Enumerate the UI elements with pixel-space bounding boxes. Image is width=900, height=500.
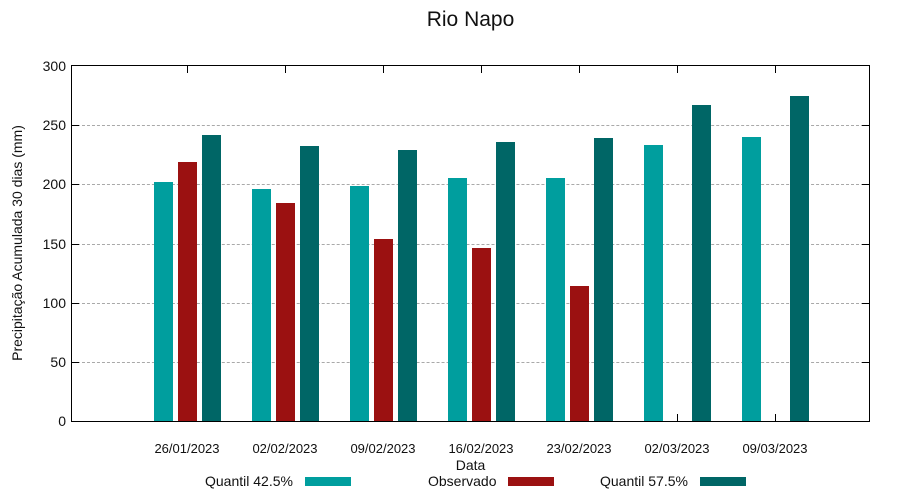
legend-item-quantil-57-5: Quantil 57.5% (600, 472, 746, 490)
y-tick-left-200 (72, 184, 79, 186)
y-tick-label-200: 200 (42, 176, 66, 193)
bar-quantil-42-5--2 (349, 185, 369, 421)
x-tick-top-2 (383, 66, 384, 73)
bar-quantil-42-5--5 (643, 145, 663, 421)
x-tick-label-5: 02/03/2023 (644, 441, 710, 456)
bar-quantil-57-5--4 (593, 138, 613, 421)
y-tick-label-100: 100 (42, 294, 66, 311)
bar-observado-1 (275, 203, 295, 421)
bar-quantil-57-5--3 (495, 141, 515, 421)
x-tick-top-0 (187, 66, 188, 73)
legend-label-observado: Observado (428, 473, 497, 489)
y-tick-left-150 (72, 243, 79, 245)
bar-quantil-42-5--0 (153, 181, 173, 421)
x-axis-label: Data (455, 457, 486, 473)
gridline-150 (72, 243, 869, 245)
x-tick-top-6 (775, 66, 776, 73)
gridline-50 (72, 361, 869, 363)
bar-quantil-57-5--2 (397, 150, 417, 421)
y-tick-right-100 (862, 302, 869, 304)
gridline-200 (72, 184, 869, 186)
bar-observado-3 (471, 248, 491, 421)
y-tick-right-50 (862, 361, 869, 363)
bar-quantil-42-5--4 (545, 178, 565, 421)
y-tick-left-250 (72, 125, 79, 127)
x-tick-label-6: 09/03/2023 (742, 441, 808, 456)
y-tick-left-100 (72, 302, 79, 304)
legend-label-quantil-42-5: Quantil 42.5% (205, 473, 293, 489)
legend-swatch-observado (508, 476, 555, 486)
y-tick-right-150 (862, 243, 869, 245)
bar-observado-4 (569, 286, 589, 421)
y-tick-label-50: 50 (50, 353, 66, 370)
y-tick-label-0: 0 (58, 413, 66, 429)
x-tick-top-5 (677, 66, 678, 73)
bar-observado-2 (373, 238, 393, 421)
bar-quantil-57-5--1 (299, 146, 319, 421)
bar-quantil-42-5--6 (741, 137, 761, 421)
x-tick-label-3: 16/02/2023 (448, 441, 514, 456)
y-tick-label-250: 250 (42, 117, 66, 134)
y-tick-right-250 (862, 125, 869, 127)
bar-quantil-42-5--1 (251, 189, 271, 421)
legend-item-quantil-42-5: Quantil 42.5% (205, 472, 351, 490)
y-tick-label-300: 300 (42, 58, 66, 74)
gridline-250 (72, 125, 869, 127)
y-tick-right-200 (862, 184, 869, 186)
x-tick-label-4: 23/02/2023 (546, 441, 612, 456)
legend-swatch-quantil-42-5 (304, 476, 351, 486)
x-tick-top-4 (579, 66, 580, 73)
bar-quantil-57-5--5 (691, 105, 711, 421)
x-tick-label-1: 02/02/2023 (252, 441, 318, 456)
gridline-100 (72, 302, 869, 304)
x-tick-bottom-5 (677, 414, 678, 421)
plot-area (71, 65, 870, 422)
bar-quantil-57-5--0 (201, 134, 221, 421)
legend-item-observado: Observado (428, 472, 555, 490)
y-tick-left-50 (72, 361, 79, 363)
bar-quantil-42-5--3 (447, 178, 467, 421)
chart-title: Rio Napo (426, 8, 515, 31)
x-tick-bottom-6 (775, 414, 776, 421)
legend-swatch-quantil-57-5 (699, 476, 746, 486)
x-tick-top-3 (481, 66, 482, 73)
y-tick-label-150: 150 (42, 235, 66, 252)
x-tick-label-2: 09/02/2023 (350, 441, 416, 456)
x-tick-label-0: 26/01/2023 (154, 441, 220, 456)
bar-quantil-57-5--6 (789, 95, 809, 421)
bar-observado-0 (177, 161, 197, 421)
x-tick-top-1 (285, 66, 286, 73)
legend-label-quantil-57-5: Quantil 57.5% (600, 473, 688, 489)
